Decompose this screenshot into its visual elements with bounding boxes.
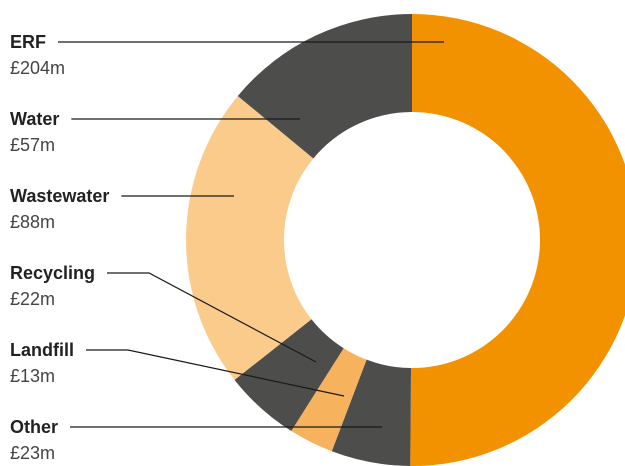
slice-water xyxy=(237,13,412,159)
label-erf: ERF xyxy=(10,32,46,52)
slice-recycling xyxy=(234,319,344,432)
value-erf: £204m xyxy=(10,58,65,78)
value-water: £57m xyxy=(10,135,55,155)
slice-erf xyxy=(410,14,625,466)
value-other: £23m xyxy=(10,443,55,463)
label-water: Water xyxy=(10,109,59,129)
label-wastewater: Wastewater xyxy=(10,186,109,206)
label-recycling: Recycling xyxy=(10,263,95,283)
leader-landfill xyxy=(86,349,345,397)
value-landfill: £13m xyxy=(10,366,55,386)
donut-slices xyxy=(186,13,625,466)
slice-landfill xyxy=(291,348,367,452)
slice-wastewater xyxy=(186,95,314,380)
leader-lines xyxy=(58,41,444,428)
value-recycling: £22m xyxy=(10,289,55,309)
value-wastewater: £88m xyxy=(10,212,55,232)
category-labels: ERF £204m Water £57m Wastewater £88m Recycling… xyxy=(10,32,109,463)
leader-recycling xyxy=(107,272,317,363)
slice-other xyxy=(331,359,412,466)
label-other: Other xyxy=(10,417,58,437)
label-landfill: Landfill xyxy=(10,340,74,360)
